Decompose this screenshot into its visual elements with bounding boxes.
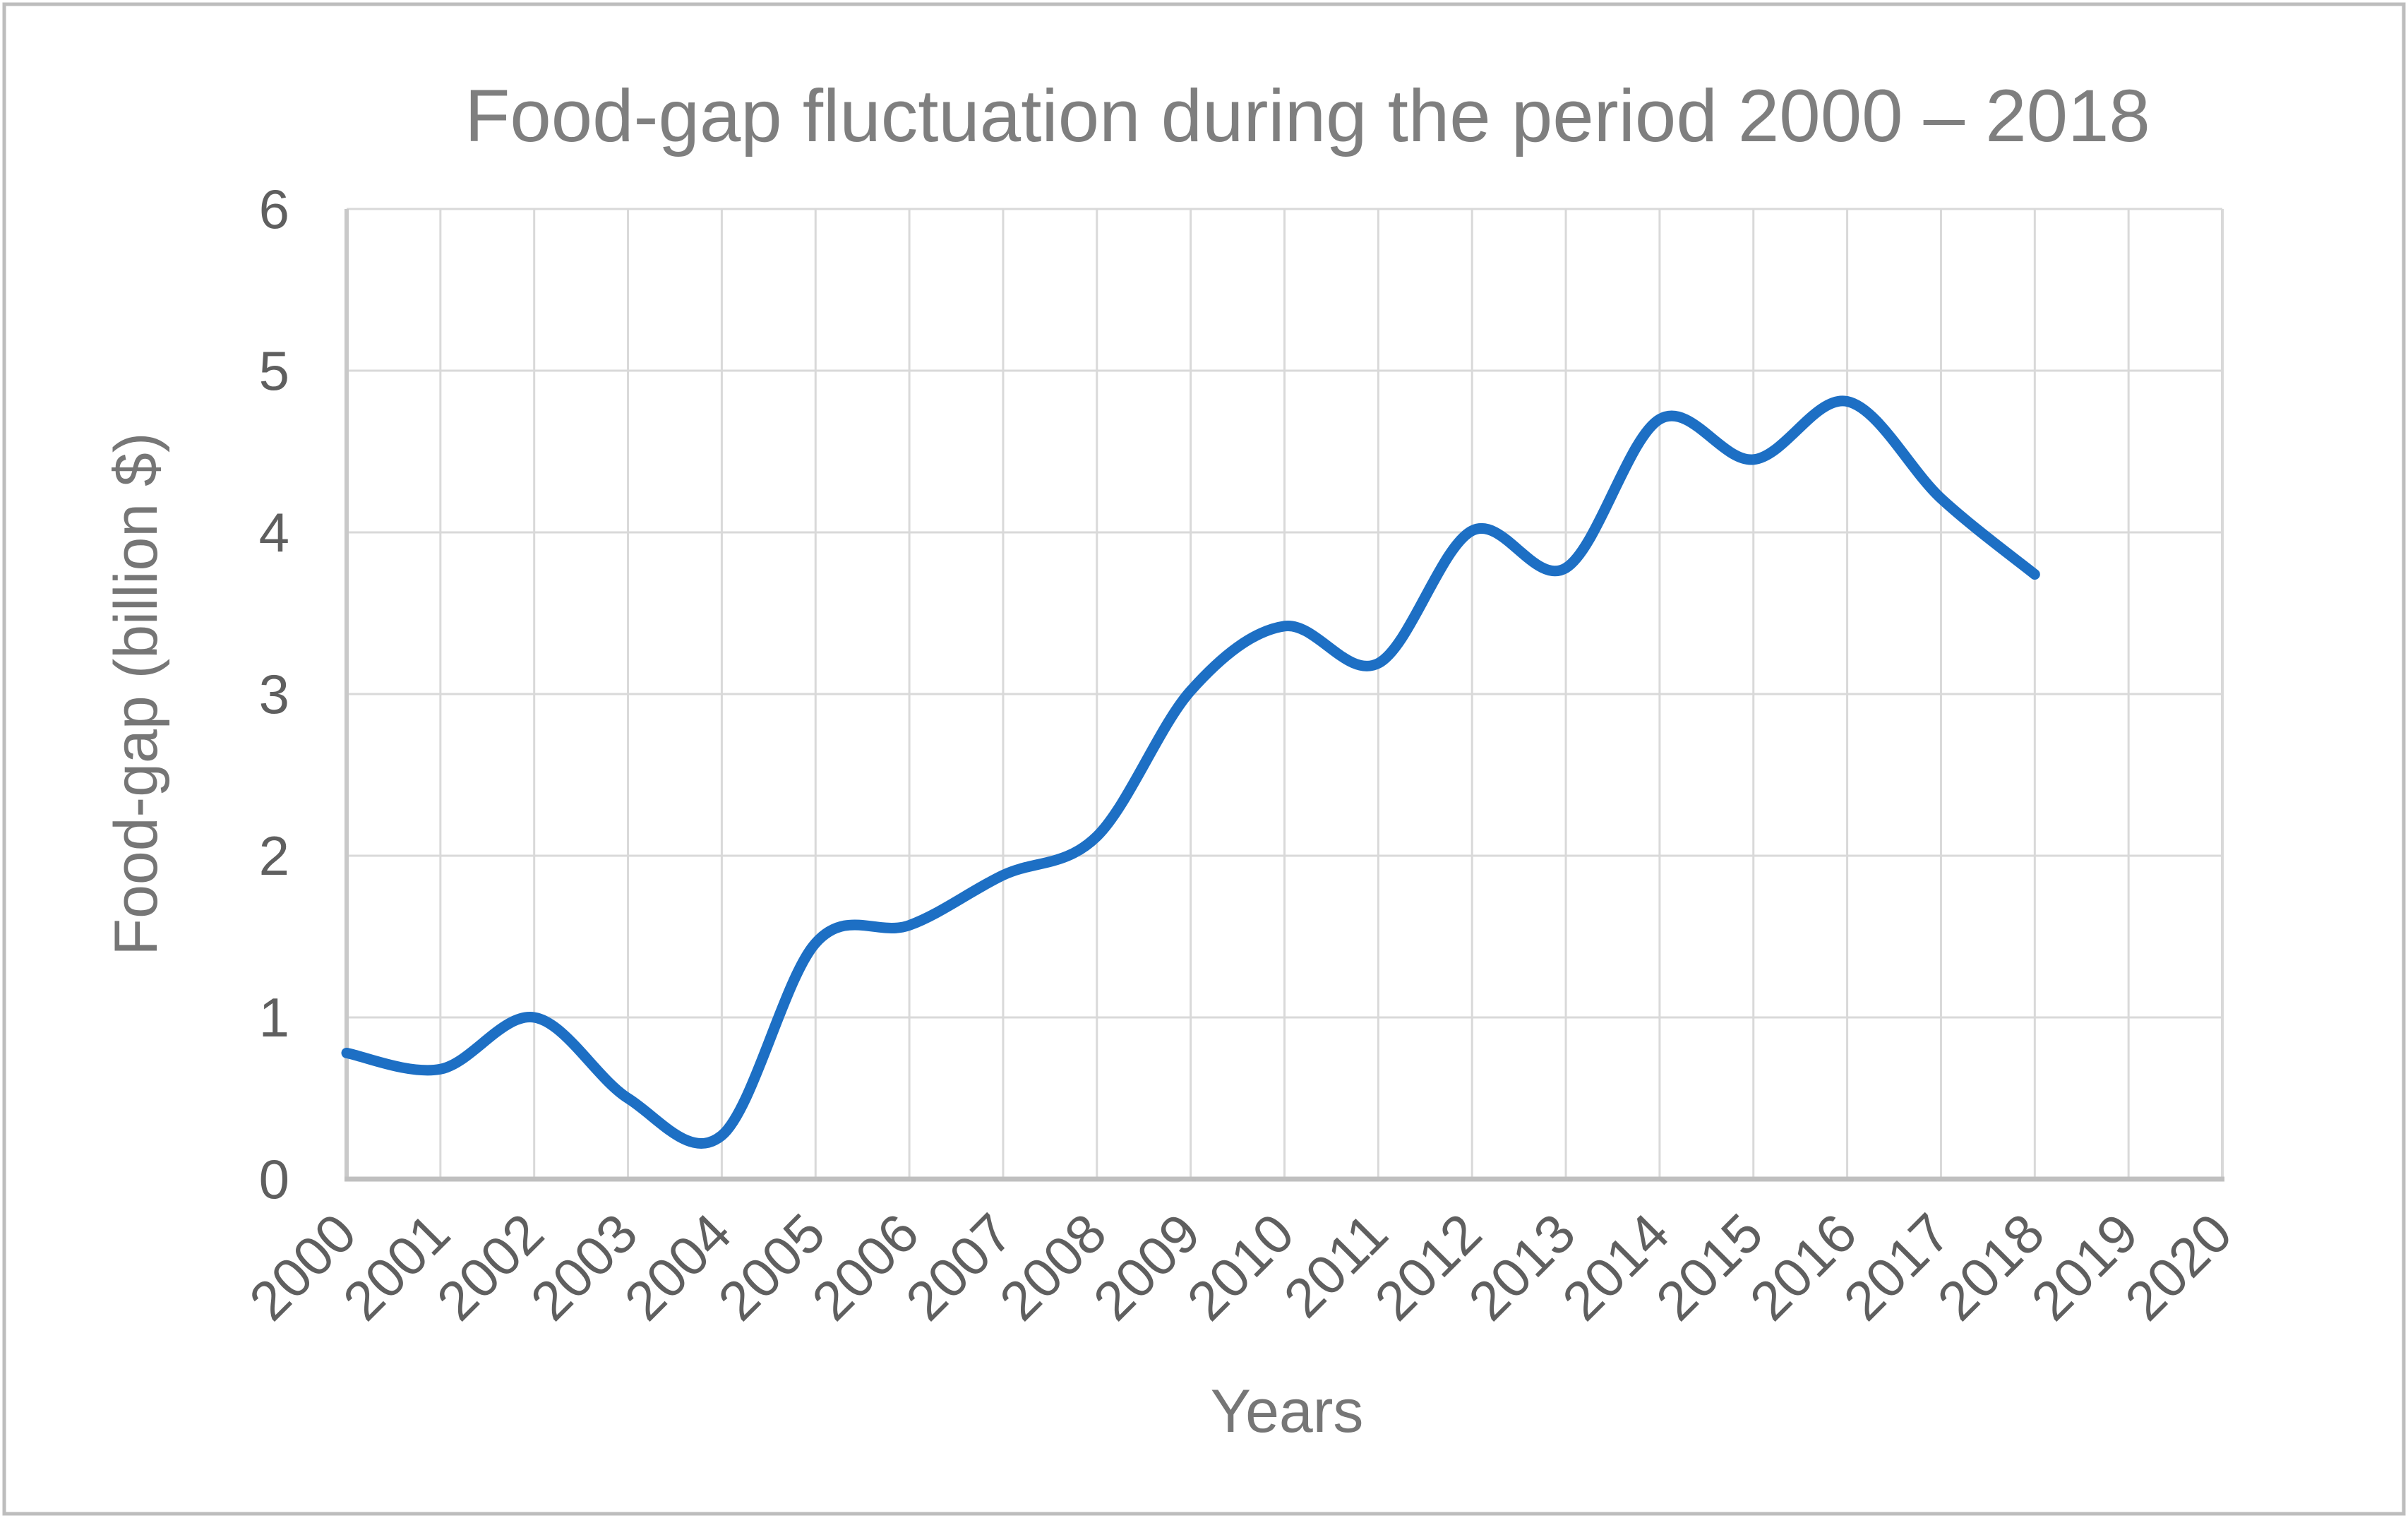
- x-tick-label-2018: 2018: [1925, 1202, 2056, 1332]
- x-tick-label-2017: 2017: [1832, 1202, 1963, 1332]
- y-tick-label-5: 5: [259, 340, 289, 402]
- x-tick-label-2002: 2002: [425, 1202, 556, 1332]
- x-tick-label-2001: 2001: [331, 1202, 462, 1332]
- x-tick-label-2016: 2016: [1738, 1202, 1869, 1332]
- x-tick-label-2020: 2020: [2113, 1202, 2244, 1332]
- x-tick-label-2011: 2011: [1272, 1202, 1400, 1329]
- x-tick-label-2010: 2010: [1175, 1202, 1306, 1332]
- x-tick-label-2007: 2007: [894, 1202, 1024, 1332]
- x-tick-label-2004: 2004: [612, 1202, 743, 1332]
- y-tick-label-6: 6: [259, 178, 289, 240]
- x-axis-tick-labels: 2000200120022003200420052006200720082009…: [237, 1202, 2244, 1332]
- axis-lines: [345, 209, 2224, 1182]
- x-tick-label-2012: 2012: [1362, 1202, 1493, 1332]
- chart-title: Food-gap fluctuation during the period 2…: [465, 75, 2150, 157]
- y-tick-label-4: 4: [259, 501, 289, 563]
- x-tick-label-2000: 2000: [237, 1202, 368, 1332]
- x-tick-label-2006: 2006: [800, 1202, 930, 1332]
- x-tick-label-2005: 2005: [706, 1202, 837, 1332]
- vertical-gridlines: [345, 209, 2224, 1179]
- y-tick-label-3: 3: [259, 663, 289, 725]
- y-tick-label-1: 1: [259, 986, 289, 1048]
- x-tick-label-2015: 2015: [1644, 1202, 1775, 1332]
- x-tick-label-2003: 2003: [519, 1202, 649, 1332]
- x-axis-title: Years: [1211, 1377, 1364, 1445]
- x-tick-label-2013: 2013: [1456, 1202, 1587, 1332]
- food-gap-series-line: [341, 395, 2040, 1149]
- x-tick-label-2019: 2019: [2019, 1202, 2150, 1332]
- y-axis-title: Food-gap (billion $): [102, 433, 170, 956]
- y-tick-label-0: 0: [259, 1148, 289, 1210]
- x-tick-label-2014: 2014: [1550, 1202, 1681, 1332]
- y-axis-tick-labels: 0 1 2 3 4 5 6: [259, 178, 289, 1210]
- horizontal-gridlines: [347, 208, 2222, 1019]
- x-tick-label-2009: 2009: [1082, 1202, 1212, 1332]
- y-tick-label-2: 2: [259, 825, 289, 887]
- x-tick-label-2008: 2008: [988, 1202, 1118, 1332]
